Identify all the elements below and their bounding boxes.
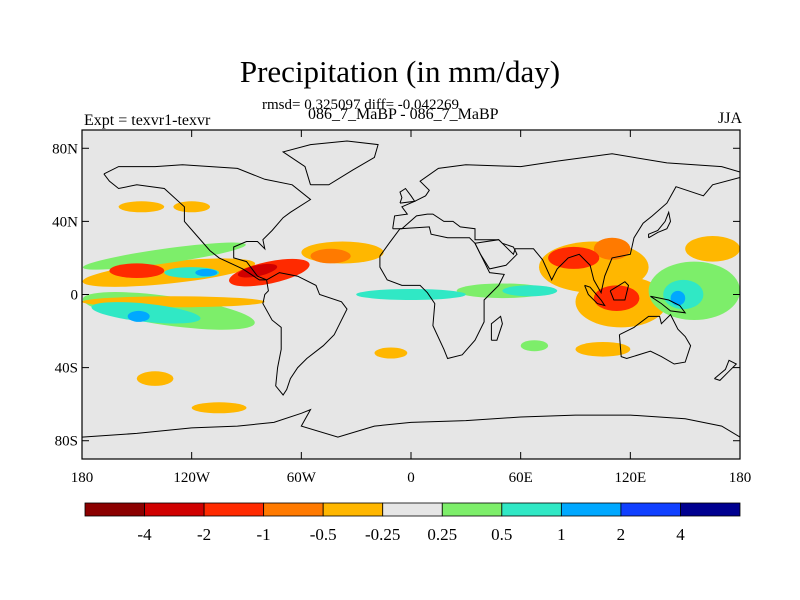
colorbar-label: 4 bbox=[676, 525, 685, 544]
stats-annotation: rmsd= 0.325097 diff= -0.042269 bbox=[262, 97, 460, 113]
anomaly-southern-ocean-dry bbox=[136, 371, 174, 386]
season-label: JJA bbox=[717, 110, 742, 127]
axis-ticks: 80N 40N 0 40S 80S 180 120W 60W 0 60E 120E 180 bbox=[52, 130, 751, 486]
colorbar-swatch bbox=[84, 502, 145, 517]
colorbar-label: 0.25 bbox=[427, 525, 457, 544]
y-tick-label: 40N bbox=[52, 214, 78, 230]
coastline-japan bbox=[648, 210, 672, 239]
anomaly-se-asia-dry bbox=[593, 237, 631, 260]
coastline-sumatra bbox=[584, 284, 606, 307]
colorbar: -4 -2 -1 -0.5 -0.25 0.25 0.5 1 2 4 bbox=[84, 502, 741, 544]
coastline-arabia bbox=[474, 239, 518, 270]
colorbar-label: 2 bbox=[617, 525, 626, 544]
anomaly-central-pacific-wet-core bbox=[195, 268, 218, 277]
experiment-label: Expt = texvr1-texvr bbox=[84, 112, 211, 129]
colorbar-label: -0.5 bbox=[310, 525, 337, 544]
coastline-new-guinea bbox=[650, 295, 687, 314]
y-tick-label: 0 bbox=[71, 288, 79, 304]
anomaly-ne-pacific-wet-band bbox=[82, 242, 246, 270]
anomaly-s-atlantic-dry bbox=[374, 347, 408, 359]
x-tick-label: 180 bbox=[71, 470, 94, 486]
anomaly-n-pacific-dry bbox=[118, 201, 165, 213]
coastline-greenland bbox=[281, 140, 379, 186]
anomaly-arabian-sea-wet bbox=[502, 285, 558, 297]
x-tick-label: 60E bbox=[509, 470, 533, 486]
coastline-borneo bbox=[609, 281, 630, 301]
anomaly-antarctic-dry bbox=[191, 402, 247, 414]
colorbar-swatch bbox=[680, 502, 741, 517]
colorbar-label: -4 bbox=[137, 525, 152, 544]
colorbar-swatch bbox=[560, 502, 622, 517]
coastline-south-america bbox=[262, 272, 348, 396]
case-label: 086_7_MaBP - 086_7_MaBP bbox=[308, 106, 499, 123]
y-tick-label: 40S bbox=[55, 361, 78, 377]
anomaly-regions bbox=[82, 201, 740, 414]
colorbar-label: 1 bbox=[557, 525, 566, 544]
anomaly-storm-track-dry bbox=[173, 201, 210, 213]
coastline-australia bbox=[618, 313, 692, 365]
anomaly-nw-pacific-dry bbox=[685, 236, 740, 262]
anomaly-s-pacific-wet-centre bbox=[127, 310, 150, 322]
anomaly-w-pacific-wet-centre bbox=[670, 290, 686, 306]
anomaly-bay-of-bengal-dry bbox=[548, 246, 600, 269]
coastline-north-america bbox=[103, 164, 312, 281]
anomaly-s-indian-wet bbox=[520, 340, 549, 352]
colorbar-label: -0.25 bbox=[365, 525, 400, 544]
anomaly-e-pacific-dry-centre bbox=[237, 263, 278, 278]
colorbar-swatch bbox=[263, 502, 324, 517]
colorbar-swatch bbox=[203, 502, 265, 517]
x-tick-label: 120W bbox=[173, 470, 211, 486]
x-tick-label: 180 bbox=[729, 470, 752, 486]
coastline-madagascar bbox=[490, 315, 503, 341]
colorbar-label: -2 bbox=[197, 525, 211, 544]
colorbar-label: -1 bbox=[257, 525, 271, 544]
anomaly-equatorial-atlantic-wet bbox=[356, 289, 466, 300]
y-tick-label: 80S bbox=[55, 434, 78, 450]
colorbar-swatch bbox=[501, 502, 562, 517]
coastline-africa bbox=[379, 226, 505, 360]
coastline-new-zealand bbox=[714, 359, 738, 381]
anomaly-n-pacific-itcz-dry-core bbox=[109, 263, 165, 279]
colorbar-swatch bbox=[620, 502, 681, 517]
coastline-eurasia bbox=[392, 153, 740, 295]
colorbar-swatch bbox=[144, 502, 205, 517]
colorbar-swatch bbox=[441, 502, 503, 517]
colorbar-swatch bbox=[322, 502, 384, 517]
colorbar-swatch bbox=[382, 502, 443, 517]
colorbar-label: 0.5 bbox=[491, 525, 512, 544]
chart-title: Precipitation (in mm/day) bbox=[239, 54, 561, 89]
anomaly-maritime-continent-dry-core bbox=[593, 285, 640, 312]
coastline-antarctica bbox=[82, 408, 740, 438]
x-tick-label: 0 bbox=[407, 470, 415, 486]
anomaly-caribbean-dry bbox=[310, 248, 351, 264]
coastline-british-isles bbox=[399, 187, 416, 204]
y-tick-label: 80N bbox=[52, 141, 78, 157]
x-tick-label: 120E bbox=[614, 470, 646, 486]
coastlines bbox=[82, 140, 740, 438]
anomaly-s-indian-dry bbox=[575, 342, 631, 357]
x-tick-label: 60W bbox=[287, 470, 317, 486]
